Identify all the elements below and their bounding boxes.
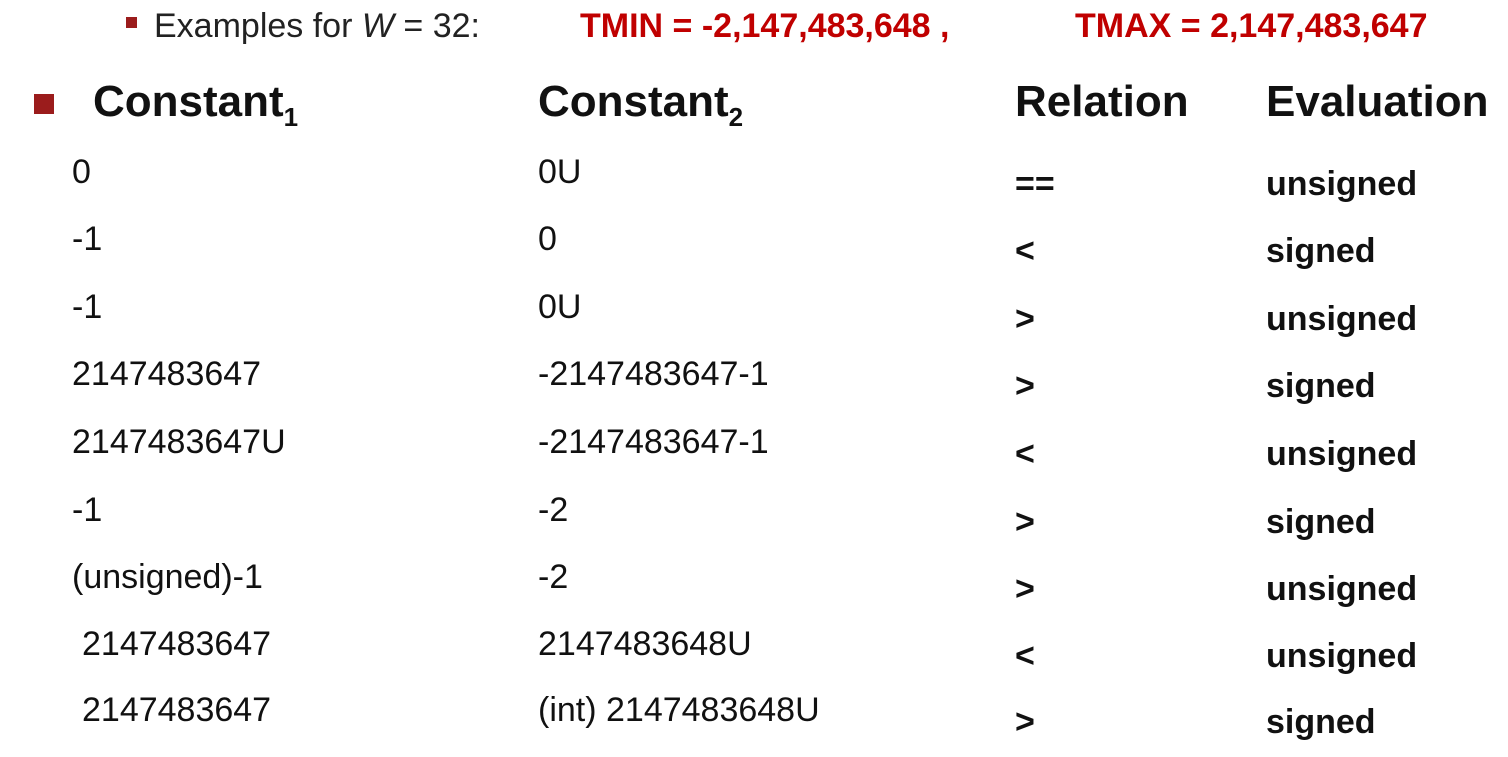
constant2-cell: 0 [538, 220, 557, 258]
constant2-cell: -2 [538, 491, 569, 529]
header-constant2: Constant2 [538, 76, 743, 130]
constant2-cell: (int) 2147483648U [538, 691, 820, 729]
constant1-cell: -1 [72, 220, 103, 258]
sub-bullet [126, 12, 138, 42]
evaluation-cell: unsigned [1266, 435, 1418, 473]
header-constant1-subscript: 1 [283, 102, 299, 132]
constant1-cell: -1 [72, 491, 103, 529]
evaluation-cell: signed [1266, 232, 1376, 270]
evaluation-cell: unsigned [1266, 637, 1418, 675]
evaluation-cell: signed [1266, 703, 1376, 741]
header-constant2-subscript: 2 [728, 102, 744, 132]
constant1-cell: 2147483647 [82, 691, 272, 729]
table-row: (unsigned)-1 -2 > unsigned [0, 557, 1508, 624]
constant2-cell: 0U [538, 288, 582, 326]
table-row: 2147483647U -2147483647-1 < unsigned [0, 422, 1508, 489]
relation-cell: > [1015, 367, 1035, 405]
constant1-cell: 2147483647U [72, 423, 286, 461]
relation-cell: > [1015, 570, 1035, 608]
relation-cell: > [1015, 300, 1035, 338]
constant1-cell: 0 [72, 153, 91, 191]
constant2-cell: -2147483647-1 [538, 423, 769, 461]
main-bullet-icon [34, 94, 54, 114]
constant1-cell: 2147483647 [82, 625, 272, 663]
width-variable: W [361, 7, 394, 45]
table-row: -1 0U > unsigned [0, 287, 1508, 354]
table-row: 2147483647 -2147483647-1 > signed [0, 354, 1508, 421]
relation-cell: == [1015, 165, 1055, 203]
tmin-value: TMIN = -2,147,483,648 , [580, 7, 950, 45]
constant1-cell: 2147483647 [72, 355, 262, 393]
header-relation: Relation [1015, 77, 1189, 126]
constant2-cell: 2147483648U [538, 625, 752, 663]
header-constant1: Constant1 [93, 76, 298, 130]
constant2-cell: -2147483647-1 [538, 355, 769, 393]
square-bullet-icon [126, 17, 137, 28]
header-constant2-label: Constant [538, 77, 729, 126]
header-constant1-label: Constant [93, 77, 284, 126]
header-evaluation: Evaluation [1266, 77, 1489, 126]
relation-cell: < [1015, 637, 1035, 675]
constant1-cell: -1 [72, 288, 103, 326]
evaluation-cell: signed [1266, 367, 1376, 405]
table-row: -1 -2 > signed [0, 490, 1508, 557]
table-row: 0 0U == unsigned [0, 152, 1508, 219]
table-row: 2147483647 (int) 2147483648U > signed [0, 690, 1508, 757]
table-row: -1 0 < signed [0, 219, 1508, 286]
evaluation-cell: signed [1266, 503, 1376, 541]
examples-prefix: Examples for [154, 7, 362, 45]
evaluation-cell: unsigned [1266, 570, 1418, 608]
evaluation-cell: unsigned [1266, 300, 1418, 338]
examples-suffix: = 32: [393, 7, 480, 45]
relation-cell: < [1015, 435, 1035, 473]
relation-cell: < [1015, 232, 1035, 270]
table-row: 2147483647 2147483648U < unsigned [0, 624, 1508, 691]
constant1-cell: (unsigned)-1 [72, 558, 263, 596]
examples-label: Examples for W = 32: [154, 6, 480, 46]
evaluation-cell: unsigned [1266, 165, 1418, 203]
constant2-cell: -2 [538, 558, 569, 596]
relation-cell: > [1015, 503, 1035, 541]
relation-cell: > [1015, 703, 1035, 741]
constant2-cell: 0U [538, 153, 582, 191]
tmax-value: TMAX = 2,147,483,647 [1075, 7, 1428, 45]
